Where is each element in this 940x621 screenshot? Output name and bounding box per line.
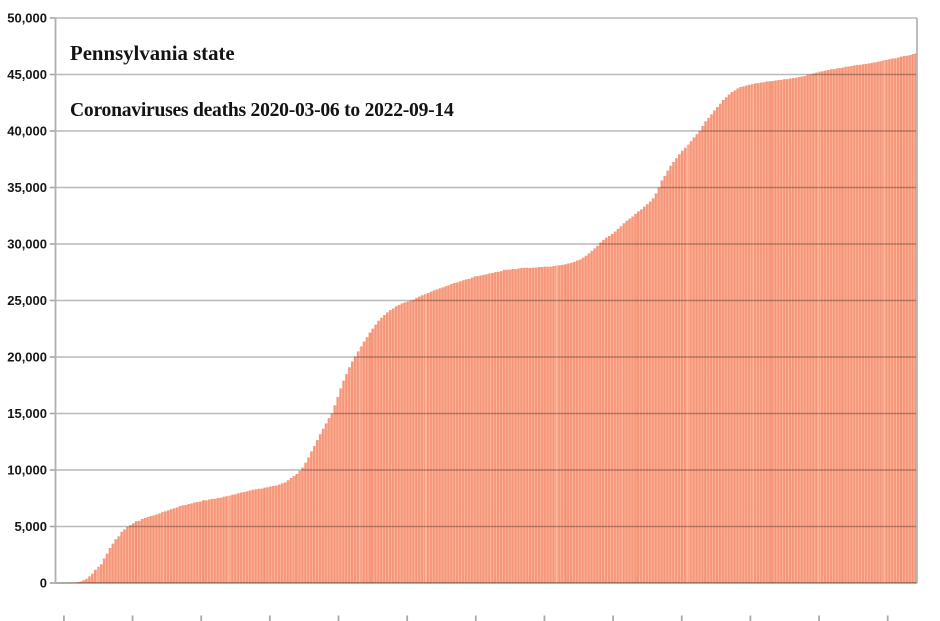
svg-text:Pennsylvania state: Pennsylvania state	[70, 42, 235, 65]
svg-text:15,000: 15,000	[7, 406, 47, 421]
svg-text:0: 0	[40, 576, 47, 591]
svg-text:40,000: 40,000	[7, 124, 47, 139]
svg-text:Coronaviruses deaths 2020-03-0: Coronaviruses deaths 2020-03-06 to 2022-…	[70, 100, 454, 121]
svg-text:10,000: 10,000	[7, 463, 47, 478]
svg-text:30,000: 30,000	[7, 237, 47, 252]
svg-text:20,000: 20,000	[7, 350, 47, 365]
svg-text:5,000: 5,000	[14, 519, 47, 534]
svg-text:25,000: 25,000	[7, 293, 47, 308]
svg-text:35,000: 35,000	[7, 180, 47, 195]
svg-text:45,000: 45,000	[7, 67, 47, 82]
svg-text:50,000: 50,000	[7, 11, 47, 26]
